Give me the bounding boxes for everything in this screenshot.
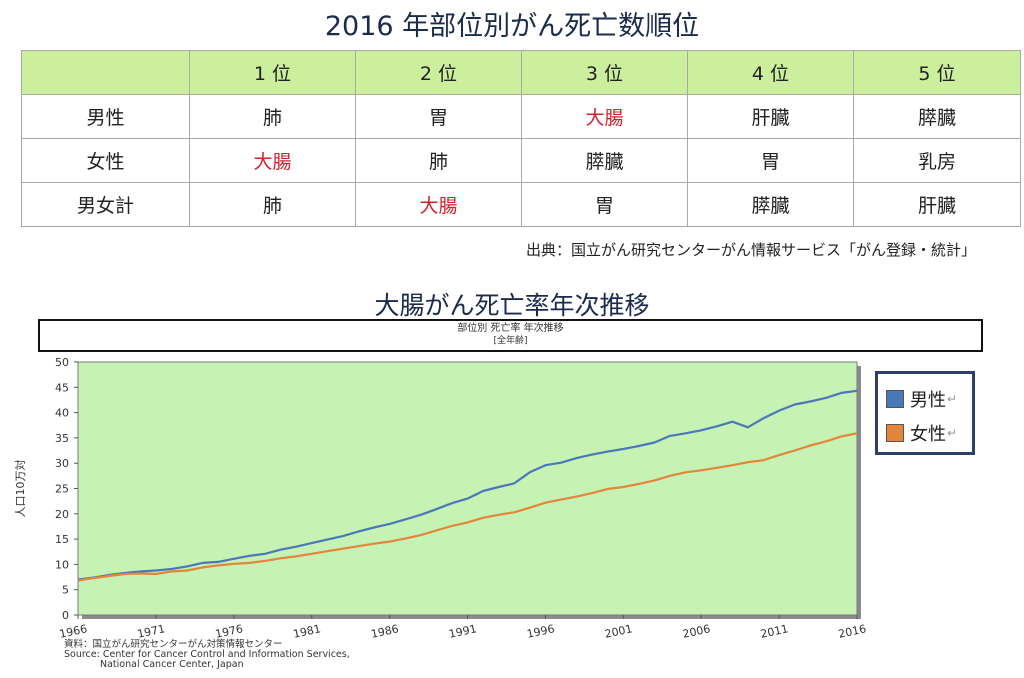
chart-header-box: 部位別 死亡率 年次推移 [全年齢] (38, 319, 983, 352)
series-line-male (77, 389, 858, 581)
y-tick-label: 10 (55, 558, 69, 571)
plot-area (77, 361, 858, 616)
y-axis-label: 人口10万対 (13, 460, 27, 518)
row-label: 男性 (21, 94, 190, 139)
header-cell-rank2: 2 位 (355, 50, 522, 95)
y-tick-label: 15 (55, 533, 69, 546)
rank-cell: 胃 (521, 182, 688, 227)
ranking-row-female: 女性 大腸 肺 膵臓 胃 乳房 (21, 138, 1021, 183)
y-tick-label: 45 (55, 381, 69, 394)
x-tick-label: 2006 (681, 622, 711, 641)
y-tick-label: 40 (55, 407, 69, 420)
return-mark-icon: ↵ (947, 392, 958, 406)
row-label: 男女計 (21, 182, 190, 227)
x-tick-label: 1991 (448, 622, 478, 641)
rank-cell: 大腸 (521, 94, 688, 139)
rank-cell: 膵臓 (687, 182, 854, 227)
y-tick-label: 25 (55, 483, 69, 496)
return-mark-icon: ↵ (947, 426, 958, 440)
rank-cell: 乳房 (853, 138, 1021, 183)
chart-subtitle: [全年齢] (493, 336, 528, 346)
rank-cell: 胃 (355, 94, 522, 139)
ranking-row-male: 男性 肺 胃 大腸 肝臓 膵臓 (21, 94, 1021, 139)
rank-cell: 肝臓 (853, 182, 1021, 227)
chart-section-title: 大腸がん死亡率年次推移 (374, 291, 650, 320)
series-line-female (77, 432, 858, 582)
x-tick-label: 1986 (370, 622, 400, 641)
header-cell-rank4: 4 位 (687, 50, 854, 95)
legend-label-male: 男性 (910, 390, 946, 411)
rank-cell: 胃 (687, 138, 854, 183)
row-label: 女性 (21, 138, 190, 183)
y-tick-label: 50 (55, 356, 69, 369)
chart-source-line: National Cancer Center, Japan (100, 659, 244, 670)
rank-cell: 膵臓 (521, 138, 688, 183)
header-cell-rank1: 1 位 (189, 50, 356, 95)
header-cell-rank5: 5 位 (853, 50, 1021, 95)
x-tick-label: 1996 (526, 622, 556, 641)
legend-swatch-male (886, 390, 904, 408)
ranking-row-total: 男女計 肺 大腸 胃 膵臓 肝臓 (21, 182, 1021, 227)
chart-source-line: Source: Center for Cancer Control and In… (64, 649, 350, 660)
chart-title: 部位別 死亡率 年次推移 (457, 323, 564, 334)
rank-cell: 肺 (189, 182, 356, 227)
x-tick-label: 2011 (759, 622, 789, 641)
chart-legend: 男性 ↵ 女性 ↵ (875, 371, 975, 455)
rank-cell: 大腸 (355, 182, 522, 227)
rank-cell: 肺 (355, 138, 522, 183)
x-tick-label: 1966 (58, 622, 88, 641)
x-tick-label: 1981 (292, 622, 322, 641)
y-tick-label: 5 (62, 584, 69, 597)
ranking-table: 1 位 2 位 3 位 4 位 5 位 男性 肺 胃 大腸 肝臓 膵臓 女性 大… (21, 50, 1021, 227)
rank-cell: 肝臓 (687, 94, 854, 139)
ranking-header-row: 1 位 2 位 3 位 4 位 5 位 (21, 50, 1021, 95)
y-tick-label: 20 (55, 508, 69, 521)
x-tick-label: 2016 (837, 622, 867, 641)
y-tick-label: 35 (55, 432, 69, 445)
header-cell-rank3: 3 位 (521, 50, 688, 95)
x-tick-label: 2001 (604, 622, 634, 641)
rank-cell: 膵臓 (853, 94, 1021, 139)
x-tick-label: 1971 (136, 622, 166, 641)
x-tick-label: 1976 (214, 622, 244, 641)
legend-swatch-female (886, 424, 904, 442)
header-cell-corner (21, 50, 190, 95)
legend-item-male: 男性 ↵ (886, 386, 957, 412)
y-tick-label: 30 (55, 457, 69, 470)
legend-item-female: 女性 ↵ (886, 420, 957, 446)
chart-source-line: 資料：国立がん研究センターがん対策情報センター (64, 639, 283, 650)
rank-cell: 肺 (189, 94, 356, 139)
y-tick-label: 0 (62, 609, 69, 622)
chart-source: 資料：国立がん研究センターがん対策情報センター Source: Center f… (64, 640, 350, 670)
ranking-source: 出典：国立がん研究センターがん情報サービス「がん登録・統計」 (525, 241, 976, 259)
ranking-title: 2016 年部位別がん死亡数順位 (324, 11, 700, 42)
rank-cell: 大腸 (189, 138, 356, 183)
legend-label-female: 女性 (910, 424, 946, 445)
line-chart: 0 5 10 15 20 25 30 35 40 45 50 1966 1971 1976 1981 1986… (13, 356, 867, 641)
